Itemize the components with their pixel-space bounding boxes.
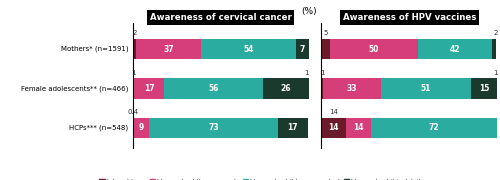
Bar: [492, 39, 496, 59]
Bar: [323, 78, 381, 99]
Bar: [296, 39, 308, 59]
Bar: [346, 118, 370, 138]
Text: Mothers* (n=1591): Mothers* (n=1591): [61, 46, 128, 52]
Text: 56: 56: [208, 84, 219, 93]
Bar: [321, 78, 323, 99]
Legend: I do not know, I know about the name only, I know about it to some extent, I kno: I do not know, I know about the name onl…: [97, 176, 423, 180]
Bar: [471, 78, 498, 99]
Text: 5: 5: [324, 30, 328, 36]
Text: 26: 26: [280, 84, 291, 93]
Text: 17: 17: [144, 84, 154, 93]
Text: 14: 14: [353, 123, 364, 132]
Title: Awareness of HPV vaccines: Awareness of HPV vaccines: [342, 13, 476, 22]
Text: 72: 72: [428, 123, 440, 132]
Text: 0.4: 0.4: [128, 109, 138, 115]
Bar: [330, 39, 418, 59]
Bar: [132, 118, 133, 138]
Text: 51: 51: [421, 84, 432, 93]
Text: Female adolescents** (n=466): Female adolescents** (n=466): [21, 85, 128, 92]
Text: 2: 2: [493, 30, 498, 36]
Bar: [263, 78, 308, 99]
Title: Awareness of cervical cancer: Awareness of cervical cancer: [150, 13, 292, 22]
Text: 37: 37: [164, 44, 174, 53]
Text: 1: 1: [493, 70, 498, 76]
Text: 7: 7: [300, 44, 306, 53]
Bar: [381, 78, 471, 99]
Text: 14: 14: [329, 109, 338, 115]
Bar: [164, 78, 263, 99]
Text: 14: 14: [328, 123, 339, 132]
Bar: [321, 118, 346, 138]
Bar: [149, 118, 278, 138]
Text: 9: 9: [138, 123, 144, 132]
Text: 50: 50: [369, 44, 380, 53]
Bar: [370, 118, 498, 138]
Text: 1: 1: [304, 70, 308, 76]
Text: (%): (%): [301, 7, 316, 16]
Bar: [201, 39, 296, 59]
Text: 42: 42: [450, 44, 460, 53]
Bar: [132, 39, 136, 59]
Bar: [278, 118, 308, 138]
Text: 1: 1: [320, 70, 324, 76]
Text: 2: 2: [132, 30, 136, 36]
Text: 33: 33: [347, 84, 358, 93]
Bar: [136, 39, 201, 59]
Text: 1: 1: [131, 70, 136, 76]
Bar: [133, 118, 149, 138]
Text: 15: 15: [479, 84, 490, 93]
Bar: [418, 39, 492, 59]
Text: 54: 54: [244, 44, 254, 53]
Text: 17: 17: [288, 123, 298, 132]
Text: 73: 73: [208, 123, 218, 132]
Bar: [498, 118, 500, 138]
Bar: [132, 78, 134, 99]
Bar: [321, 39, 330, 59]
Text: HCPs*** (n=548): HCPs*** (n=548): [70, 125, 128, 131]
Bar: [134, 78, 164, 99]
